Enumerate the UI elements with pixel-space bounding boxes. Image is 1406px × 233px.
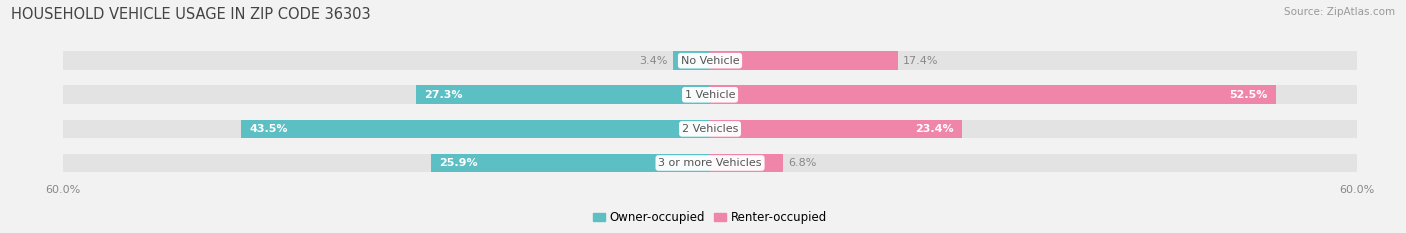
Bar <box>430 154 710 172</box>
Text: 3.4%: 3.4% <box>640 56 668 66</box>
Bar <box>710 51 897 70</box>
Bar <box>710 154 783 172</box>
Text: 3 or more Vehicles: 3 or more Vehicles <box>658 158 762 168</box>
Text: 27.3%: 27.3% <box>425 90 463 100</box>
Text: 1 Vehicle: 1 Vehicle <box>685 90 735 100</box>
Text: 17.4%: 17.4% <box>903 56 938 66</box>
Bar <box>63 51 1357 70</box>
Text: 6.8%: 6.8% <box>789 158 817 168</box>
Bar <box>710 86 1277 104</box>
Bar <box>63 86 1357 104</box>
Bar <box>242 120 710 138</box>
Bar <box>63 154 1357 172</box>
Bar <box>710 120 962 138</box>
Text: No Vehicle: No Vehicle <box>681 56 740 66</box>
Legend: Owner-occupied, Renter-occupied: Owner-occupied, Renter-occupied <box>588 206 832 229</box>
Text: HOUSEHOLD VEHICLE USAGE IN ZIP CODE 36303: HOUSEHOLD VEHICLE USAGE IN ZIP CODE 3630… <box>11 7 371 22</box>
Bar <box>63 120 1357 138</box>
Text: 25.9%: 25.9% <box>440 158 478 168</box>
Bar <box>416 86 710 104</box>
Text: 43.5%: 43.5% <box>250 124 288 134</box>
Text: Source: ZipAtlas.com: Source: ZipAtlas.com <box>1284 7 1395 17</box>
Text: 23.4%: 23.4% <box>915 124 953 134</box>
Text: 2 Vehicles: 2 Vehicles <box>682 124 738 134</box>
Text: 52.5%: 52.5% <box>1229 90 1267 100</box>
Bar <box>673 51 710 70</box>
